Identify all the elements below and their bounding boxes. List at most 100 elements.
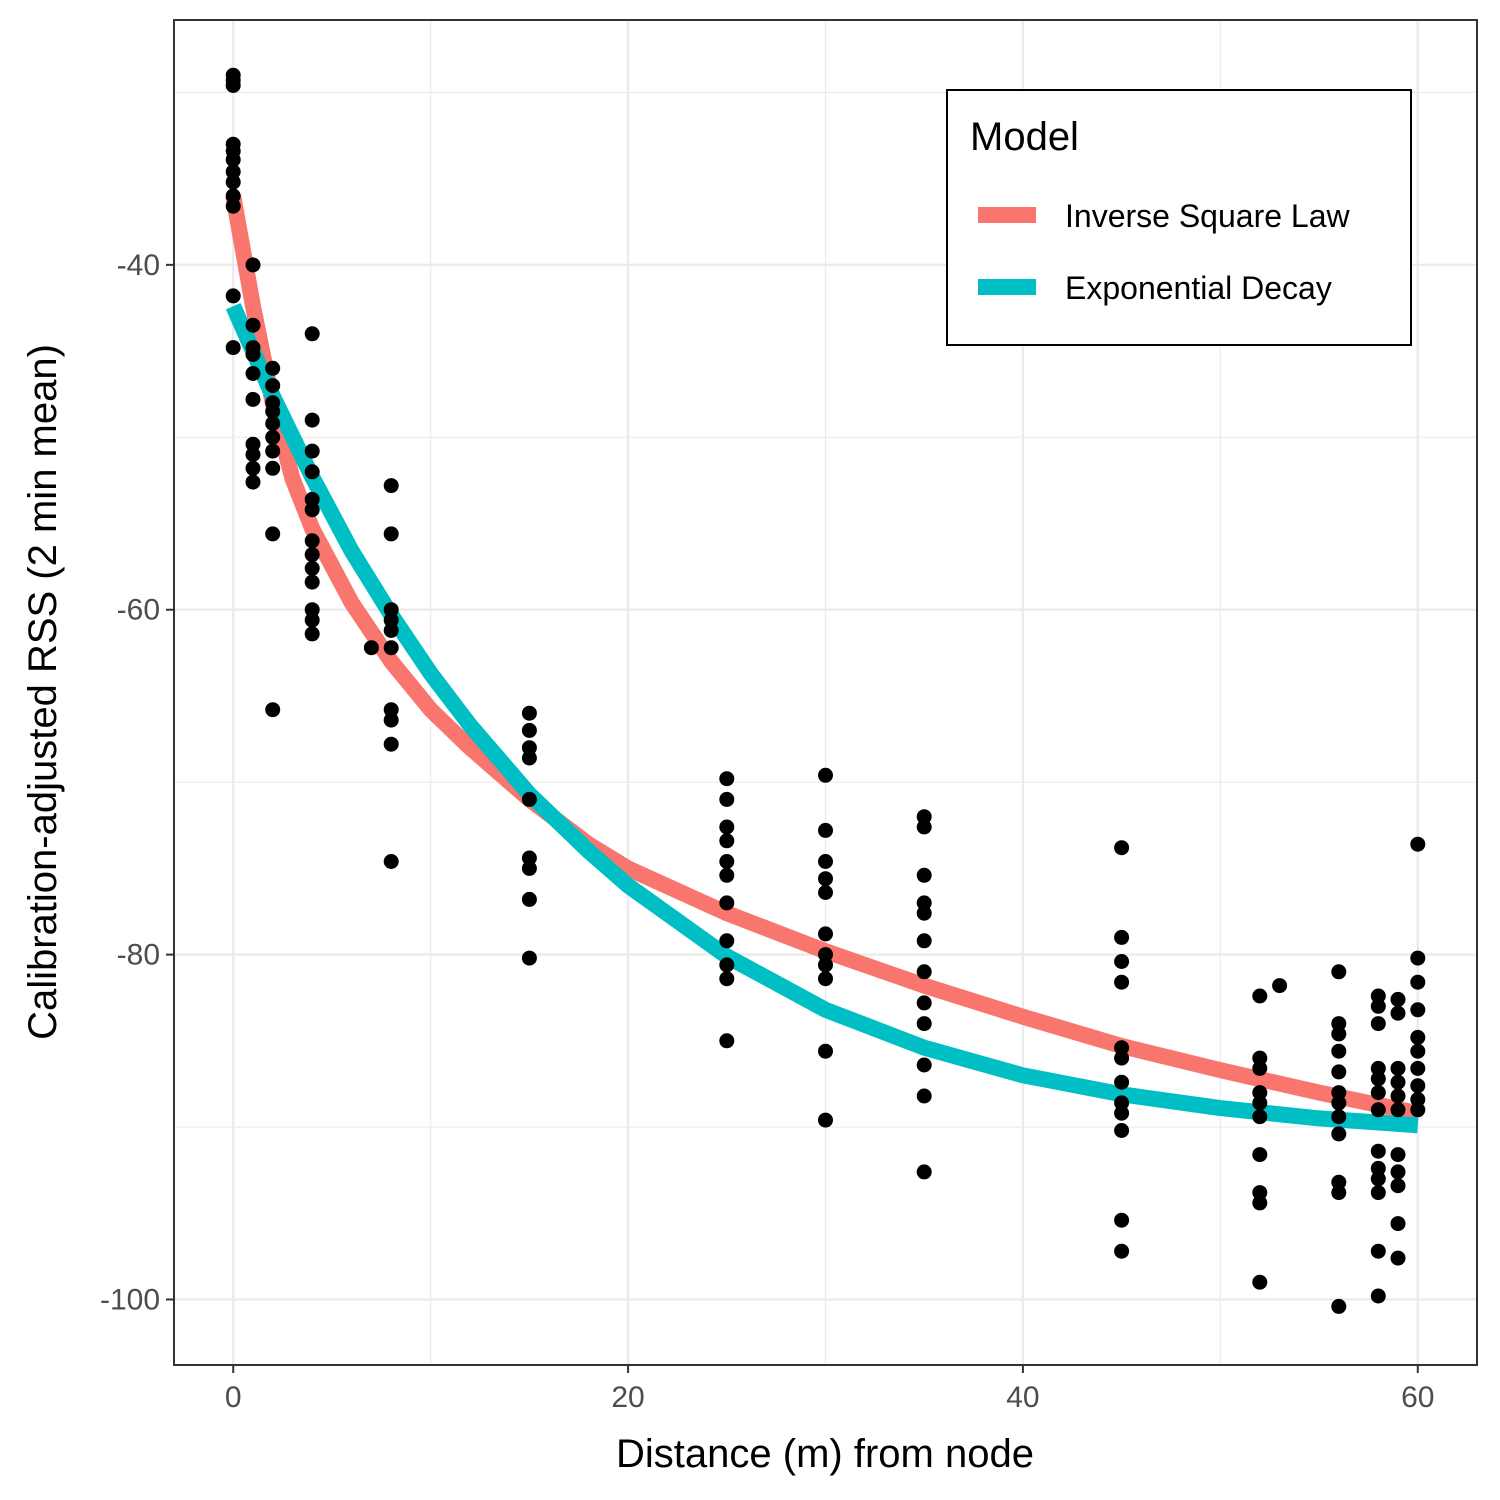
data-point <box>1114 1123 1130 1138</box>
data-point <box>1370 998 1386 1014</box>
x-tick-label: 0 <box>225 1381 242 1414</box>
data-point <box>225 288 241 304</box>
data-point <box>1410 836 1426 852</box>
data-point <box>1331 1174 1347 1190</box>
data-point <box>1370 1185 1386 1201</box>
data-point <box>1370 1171 1386 1187</box>
data-point <box>383 702 399 718</box>
data-point <box>245 317 261 333</box>
data-point <box>1410 1060 1426 1076</box>
data-point <box>304 612 320 628</box>
data-point <box>916 1057 932 1073</box>
data-point <box>1114 1212 1130 1228</box>
y-tick-label: -80 <box>117 939 160 972</box>
data-point <box>1114 1074 1130 1090</box>
data-point <box>1370 1060 1386 1076</box>
data-point <box>245 436 261 452</box>
data-point <box>719 933 735 949</box>
data-point <box>304 560 320 576</box>
data-point <box>1252 1147 1268 1163</box>
data-point <box>1410 950 1426 966</box>
x-axis-title: Distance (m) from node <box>616 1432 1034 1476</box>
data-point <box>225 198 241 214</box>
data-point <box>916 933 932 949</box>
data-point <box>245 257 261 273</box>
data-point <box>383 712 399 728</box>
data-point <box>1331 1185 1347 1201</box>
data-point <box>1390 1216 1406 1232</box>
data-point <box>1114 1095 1130 1111</box>
data-point <box>916 1088 932 1104</box>
data-point <box>521 791 537 807</box>
data-point <box>383 612 399 628</box>
data-point <box>245 460 261 476</box>
data-point <box>245 366 261 381</box>
data-point <box>818 957 833 973</box>
data-point <box>916 995 932 1011</box>
data-point <box>225 152 241 168</box>
data-point <box>1390 1178 1406 1194</box>
legend-label-inverse-square-law: Inverse Square Law <box>1065 198 1351 234</box>
data-point <box>1410 1091 1426 1107</box>
data-point <box>1114 1050 1130 1066</box>
data-point <box>1331 1095 1347 1111</box>
data-point <box>1331 1043 1347 1059</box>
data-point <box>1252 1060 1268 1076</box>
data-point <box>304 412 320 428</box>
data-point <box>719 1033 735 1049</box>
data-point <box>1252 1095 1268 1111</box>
data-point <box>521 950 537 966</box>
data-point <box>383 640 399 656</box>
legend: Model Inverse Square Law Exponential Dec… <box>946 89 1412 346</box>
data-point <box>818 854 833 869</box>
axes: 0 20 40 60 -100 -80 -60 -40 <box>100 249 1435 1414</box>
data-point <box>1390 1164 1406 1180</box>
data-point <box>265 378 281 394</box>
data-point <box>521 850 537 866</box>
data-point <box>1370 1160 1386 1176</box>
data-point <box>1390 1005 1406 1021</box>
data-point <box>1370 1102 1386 1118</box>
data-point <box>1114 974 1130 990</box>
data-point <box>719 867 735 883</box>
data-point <box>265 403 281 419</box>
data-point <box>383 736 399 752</box>
data-point <box>1252 988 1268 1004</box>
data-point <box>719 819 735 835</box>
data-point <box>1370 1143 1386 1159</box>
data-point <box>1370 1085 1386 1101</box>
data-point <box>304 547 320 563</box>
data-point <box>1114 1040 1130 1056</box>
data-point <box>719 833 735 849</box>
data-point <box>245 391 261 407</box>
data-point <box>363 640 379 656</box>
data-point <box>1252 1195 1268 1211</box>
data-point <box>245 474 261 490</box>
data-point <box>818 767 833 783</box>
data-point <box>304 574 320 590</box>
data-point <box>1331 1026 1347 1042</box>
data-point <box>225 78 241 93</box>
data-point <box>265 443 281 459</box>
data-point <box>304 626 320 642</box>
data-point <box>245 447 261 462</box>
data-point <box>1370 1016 1386 1032</box>
data-point <box>265 360 281 376</box>
data-point <box>1252 1274 1268 1290</box>
data-point <box>521 891 537 907</box>
data-point <box>265 702 281 718</box>
data-point <box>1390 1250 1406 1266</box>
data-point <box>304 533 320 549</box>
y-tick-label: -40 <box>117 249 160 282</box>
data-point <box>1252 1050 1268 1066</box>
data-point <box>1390 1147 1406 1163</box>
data-point <box>521 860 537 876</box>
data-point <box>916 964 932 980</box>
data-point <box>1331 1109 1347 1125</box>
data-point <box>304 502 320 518</box>
data-point <box>383 622 399 638</box>
data-point <box>916 867 932 883</box>
data-point <box>383 602 399 618</box>
data-point <box>818 885 833 900</box>
